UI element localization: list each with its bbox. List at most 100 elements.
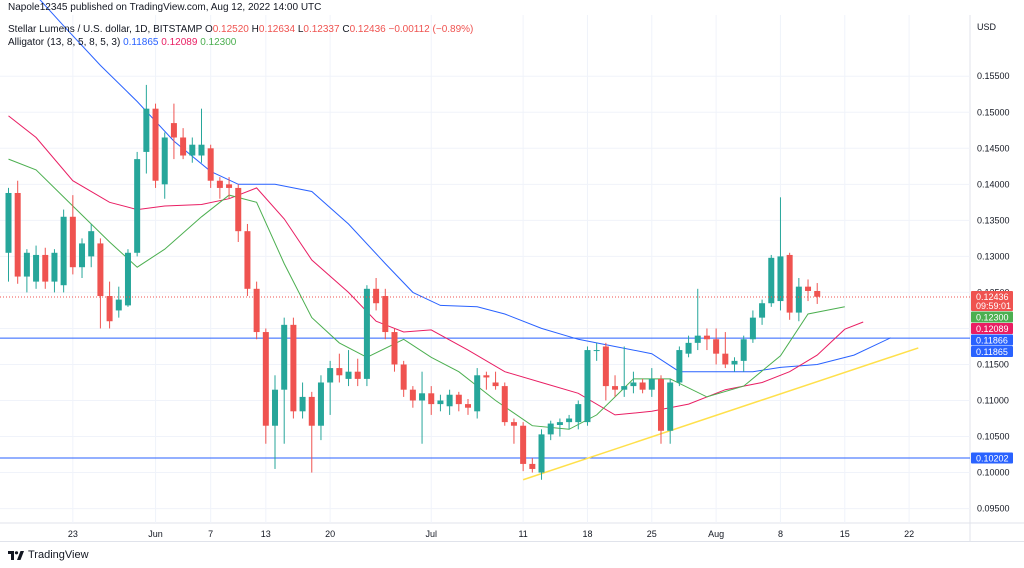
candle-body: [124, 252, 131, 306]
price-chart[interactable]: USD 0.15500 0.15000 0.14500 0.14000 0.13500 0.…: [0, 0, 1024, 541]
y-tick-label: 0.10500: [977, 432, 1010, 442]
candle-body: [630, 382, 637, 387]
candle-up: [538, 429, 545, 480]
candle-body: [584, 350, 591, 423]
price-tag: 0.11866: [971, 334, 1013, 346]
candle-up: [731, 357, 738, 372]
candle-body: [308, 396, 315, 426]
y-tick-label: 0.15500: [977, 71, 1010, 81]
candle-down: [483, 371, 490, 390]
candle-body: [161, 137, 168, 185]
candle-body: [455, 394, 462, 405]
candle-body: [667, 382, 674, 431]
candle-down: [244, 223, 251, 297]
candle-body: [409, 389, 416, 401]
candle-down: [703, 328, 710, 351]
y-tick-label: 0.11000: [977, 396, 1009, 406]
y-tick-label: 0.14500: [977, 143, 1010, 153]
candle-up: [60, 209, 67, 293]
candle-body: [703, 335, 710, 340]
candle-down: [152, 103, 159, 188]
candle-up: [317, 375, 324, 441]
open-label: O: [204, 24, 213, 35]
publish-info: Napole12345 published on TradingView.com…: [8, 2, 322, 13]
candle-down: [207, 144, 214, 188]
price-tag-value: 0.10202: [976, 454, 1009, 464]
candle-down: [216, 177, 223, 199]
candle-down: [382, 288, 389, 340]
candle-down: [529, 458, 536, 473]
candle-down: [170, 103, 177, 160]
candle-up: [299, 382, 306, 419]
candle-up: [51, 249, 58, 293]
candle-body: [768, 257, 775, 304]
y-tick-label: 0.11500: [977, 359, 1009, 369]
candle-down: [14, 180, 21, 284]
candle-body: [226, 184, 233, 188]
candle-down: [373, 278, 380, 311]
candle-down: [97, 238, 104, 329]
candle-body: [621, 386, 628, 390]
candle-body: [538, 434, 545, 473]
alligator-jaw-line: [39, 0, 891, 373]
y-tick-label: 0.13000: [977, 251, 1010, 261]
indicator-legend[interactable]: Alligator (13, 8, 5, 8, 5, 3) 0.11865 0.…: [8, 37, 236, 48]
candle-down: [428, 386, 435, 415]
candle-body: [23, 252, 30, 277]
candle-down: [713, 328, 720, 365]
candle-body: [602, 346, 609, 387]
x-tick-label: 15: [840, 529, 850, 539]
candle-up: [621, 346, 628, 397]
candle-up: [575, 400, 582, 430]
candle-body: [759, 303, 766, 318]
y-tick-label: 0.14000: [977, 179, 1010, 189]
candle-body: [520, 425, 527, 464]
candle-body: [805, 286, 812, 291]
candle-body: [722, 353, 729, 365]
candle-body: [547, 423, 554, 435]
candle-up: [685, 335, 692, 358]
candle-down: [400, 360, 407, 397]
candle-body: [786, 254, 793, 313]
tradingview-brand[interactable]: TradingView: [8, 549, 89, 561]
x-tick-label: Jul: [425, 529, 437, 539]
candle-body: [134, 159, 141, 253]
candle-body: [694, 335, 701, 343]
candle-body: [152, 108, 159, 181]
x-tick-label: 11: [518, 529, 527, 539]
low-label: L: [297, 24, 304, 35]
price-tag-bg: [971, 323, 1013, 335]
candle-body: [437, 400, 444, 405]
x-tick-label: 25: [647, 529, 657, 539]
candle-body: [363, 288, 370, 379]
candle-body: [336, 368, 343, 376]
candle-body: [244, 231, 251, 289]
candle-body: [685, 342, 692, 354]
candle-body: [529, 463, 536, 469]
candle-body: [97, 243, 104, 297]
candle-up: [345, 350, 352, 387]
low-value: 0.12337: [303, 24, 340, 35]
y-tick-label: 0.13500: [977, 215, 1010, 225]
x-tick-label: 20: [325, 529, 335, 539]
candle-up: [547, 420, 554, 441]
candle-body: [189, 144, 196, 156]
candle-body: [465, 404, 471, 408]
candle-down: [69, 195, 76, 275]
candle-body: [69, 216, 76, 268]
time-axis: 23 Jun 7 13 20 Jul 11 18 25 Aug 8 15 22: [68, 529, 914, 539]
candle-body: [740, 339, 747, 361]
horizontal-levels: [0, 337, 970, 459]
candle-body: [180, 137, 187, 156]
high-value: 0.12634: [258, 24, 296, 35]
candle-body: [492, 382, 499, 387]
price-tag-bg: [971, 346, 1013, 358]
candle-down: [520, 422, 527, 472]
candle-body: [713, 339, 720, 354]
candle-up: [198, 108, 205, 163]
x-tick-label: 18: [582, 529, 592, 539]
candle-down: [786, 252, 793, 320]
close-label: C: [342, 24, 350, 35]
candle-up: [281, 317, 288, 444]
